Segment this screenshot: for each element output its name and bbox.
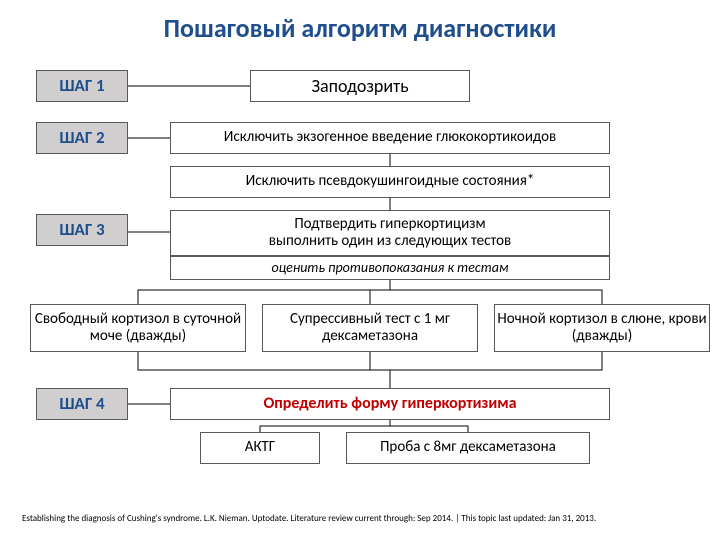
step-3-tag: ШАГ 3 xyxy=(36,214,128,246)
step-4-tag: ШАГ 4 xyxy=(36,388,128,420)
node-exclude-pseudo: Исключить псевдокушингоидные состояния* xyxy=(170,166,610,198)
node-exclude-exogenous: Исключить экзогенное введение глюкокорти… xyxy=(170,122,610,154)
footnote-citation: Establishing the diagnosis of Cushing's … xyxy=(22,510,702,528)
node-test-dex-1mg: Супрессивный тест с 1 мг дексаметазона xyxy=(262,304,478,352)
slide-title: Пошаговый алгоритм диагностики xyxy=(90,12,630,46)
node-acth: АКТГ xyxy=(200,432,320,464)
step-2-tag: ШАГ 2 xyxy=(36,122,128,154)
node-test-night-cortisol: Ночной кортизол в слюне, крови (дважды) xyxy=(494,304,710,352)
node-confirm-hypercortisolism: Подтвердить гиперкортицизм выполнить оди… xyxy=(170,210,610,256)
node-dex-8mg: Проба с 8мг дексаметазона xyxy=(346,432,590,464)
node-contraindications: оценить противопоказания к тестам xyxy=(170,256,610,280)
node-suspect: Заподозрить xyxy=(250,70,470,102)
node-test-urine-cortisol: Свободный кортизол в суточной моче (дваж… xyxy=(30,304,246,352)
node-determine-form: Определить форму гиперкортизима xyxy=(170,388,610,420)
step-1-tag: ШАГ 1 xyxy=(36,70,128,102)
node-determine-form-label: Определить форму гиперкортизима xyxy=(263,395,516,413)
